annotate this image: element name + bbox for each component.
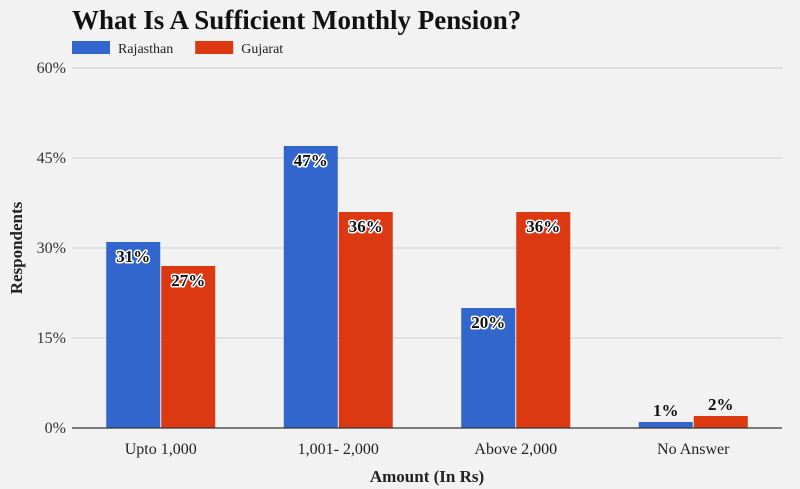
y-tick-label: 45% — [37, 150, 66, 167]
data-label: 36% — [526, 217, 560, 236]
bar-gujarat-3 — [693, 416, 748, 428]
x-axis-categories: Upto 1,000 1,001- 2,000 Above 2,000 No Answ… — [125, 441, 730, 458]
y-tick-label: 0% — [45, 420, 66, 437]
legend-label: Gujarat — [241, 42, 283, 57]
bar-rajasthan-3 — [638, 422, 693, 428]
bars — [106, 146, 748, 428]
data-label: 1% — [653, 401, 679, 420]
x-category-label: No Answer — [657, 441, 730, 458]
data-label: 27% — [171, 271, 205, 290]
data-label: 31% — [116, 247, 150, 266]
legend-swatch — [195, 41, 234, 54]
y-tick-label: 15% — [37, 330, 66, 347]
bar-gujarat-1 — [338, 212, 393, 428]
y-axis-title: Respondents — [7, 201, 26, 294]
bar-rajasthan-1 — [283, 146, 338, 428]
data-label: 36% — [349, 217, 383, 236]
data-labels: 31% 27% 47% 36% 20% 36% 1% 2% — [115, 150, 734, 421]
data-label: 20% — [471, 313, 505, 332]
bar-rajasthan-2 — [461, 308, 516, 428]
data-label: 2% — [708, 395, 734, 414]
y-axis-ticks: 0% 15% 30% 45% 60% — [37, 60, 66, 437]
bar-gujarat-0 — [161, 266, 216, 428]
legend: Rajasthan Gujarat — [72, 41, 283, 57]
chart-title: What Is A Sufficient Monthly Pension? — [72, 5, 521, 35]
y-tick-label: 30% — [37, 240, 66, 257]
bar-gujarat-2 — [516, 212, 571, 428]
legend-label: Rajasthan — [118, 42, 173, 57]
y-tick-label: 60% — [37, 60, 66, 77]
x-category-label: Upto 1,000 — [125, 441, 197, 458]
bar-rajasthan-0 — [106, 242, 161, 428]
x-category-label: 1,001- 2,000 — [298, 441, 379, 458]
x-axis-title: Amount (In Rs) — [370, 467, 484, 486]
x-category-label: Above 2,000 — [474, 441, 557, 458]
data-label: 47% — [294, 151, 328, 170]
gridlines — [72, 67, 782, 339]
legend-swatch — [72, 41, 110, 54]
